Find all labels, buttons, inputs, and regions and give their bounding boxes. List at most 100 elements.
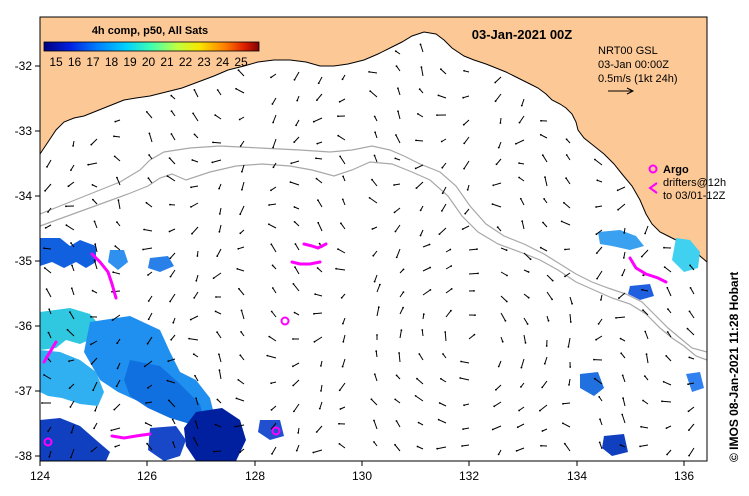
current-arrow-head (167, 360, 170, 363)
current-arrow (313, 312, 323, 315)
current-arrow (394, 207, 401, 213)
current-arrow (268, 223, 277, 229)
current-arrow-head (598, 441, 601, 444)
current-arrow (396, 420, 401, 428)
current-arrow-head (416, 445, 419, 448)
current-arrow-head (415, 187, 418, 190)
current-arrow (316, 93, 323, 101)
current-arrow (194, 375, 199, 382)
current-arrow-head (562, 422, 564, 425)
current-arrow (146, 443, 153, 451)
current-arrow-head (148, 154, 151, 156)
current-arrow-head (68, 387, 71, 389)
current-arrow (493, 401, 502, 407)
current-arrow-head (116, 342, 119, 345)
current-arrow-head (395, 374, 398, 377)
current-arrow-head (146, 442, 149, 445)
current-arrow (493, 182, 502, 186)
current-arrow-head (170, 338, 173, 341)
x-tick-label: 130 (352, 469, 372, 483)
current-arrow (168, 400, 176, 408)
current-arrow-head (268, 335, 271, 338)
current-arrow-head (272, 166, 275, 169)
current-arrow-head (191, 232, 193, 235)
current-arrow (167, 380, 176, 384)
current-arrow (441, 203, 447, 212)
current-arrow-head (69, 311, 71, 313)
current-arrow-head (373, 419, 375, 422)
current-arrow-head (239, 213, 242, 216)
current-arrow (595, 335, 603, 341)
current-arrow-head (339, 155, 341, 158)
current-arrow (546, 274, 554, 281)
current-arrow (621, 268, 626, 276)
current-arrow (462, 225, 470, 230)
current-arrow-head (270, 382, 273, 385)
current-arrow-head (371, 178, 373, 181)
current-arrow-head (271, 264, 274, 267)
current-arrow (618, 292, 626, 299)
current-arrow (193, 437, 199, 447)
current-arrow (666, 449, 672, 455)
current-arrow (195, 274, 199, 281)
current-arrow-head (688, 429, 690, 431)
current-arrow (271, 311, 277, 318)
current-arrow (617, 186, 626, 191)
current-arrow-head (373, 115, 376, 118)
current-arrow (617, 203, 626, 211)
current-arrow (235, 424, 245, 428)
colorbar-tick: 25 (234, 55, 248, 69)
current-arrow (294, 71, 300, 81)
plot-frame (39, 16, 708, 462)
current-arrow-head (315, 431, 318, 433)
current-arrow-head (476, 248, 478, 251)
y-tick-label: -34 (15, 189, 33, 203)
current-arrow-head (494, 100, 497, 103)
current-arrow (444, 331, 447, 342)
current-arrow-head (43, 374, 45, 376)
drifter-tracks (42, 242, 668, 440)
current-arrow-head (47, 430, 50, 432)
current-arrow (665, 355, 672, 362)
y-tick-label: -35 (15, 254, 33, 268)
current-arrow-head (91, 289, 94, 292)
current-arrow-head (495, 163, 498, 166)
current-arrow (438, 94, 447, 99)
current-arrow-head (661, 400, 663, 403)
current-arrow (147, 336, 153, 344)
argo-icon (648, 164, 658, 174)
current-arrow-head (463, 142, 466, 145)
current-arrow-head (169, 275, 172, 278)
current-arrow-head (666, 331, 669, 333)
current-arrow-head (395, 65, 398, 67)
current-arrow (44, 247, 52, 250)
current-arrow (193, 89, 199, 98)
current-arrow-head (473, 290, 475, 292)
current-arrow-head (688, 310, 691, 313)
current-arrow-head (518, 409, 520, 412)
current-arrow (422, 267, 431, 272)
current-arrow (500, 295, 508, 302)
current-arrow-head (342, 340, 345, 343)
current-arrow (523, 317, 529, 325)
current-arrow-head (337, 248, 339, 251)
current-arrow-head (397, 87, 399, 90)
current-arrow-head (146, 342, 149, 345)
current-arrow-head (515, 450, 518, 452)
current-arrow-head (515, 142, 517, 145)
current-arrow (92, 381, 98, 391)
current-arrow-head (394, 157, 397, 160)
current-arrow (317, 267, 323, 273)
current-arrow-head (598, 396, 601, 398)
current-arrow (567, 337, 571, 347)
current-arrow-head (642, 309, 644, 311)
current-arrow-head (524, 342, 527, 344)
current-arrow (520, 358, 525, 368)
current-arrow-head (374, 131, 376, 134)
current-arrow (397, 88, 401, 96)
y-tick-label: -37 (15, 384, 33, 398)
current-arrow-head (71, 264, 73, 267)
current-arrow-head (41, 402, 43, 404)
current-arrow (518, 177, 525, 182)
current-arrow (439, 227, 447, 235)
